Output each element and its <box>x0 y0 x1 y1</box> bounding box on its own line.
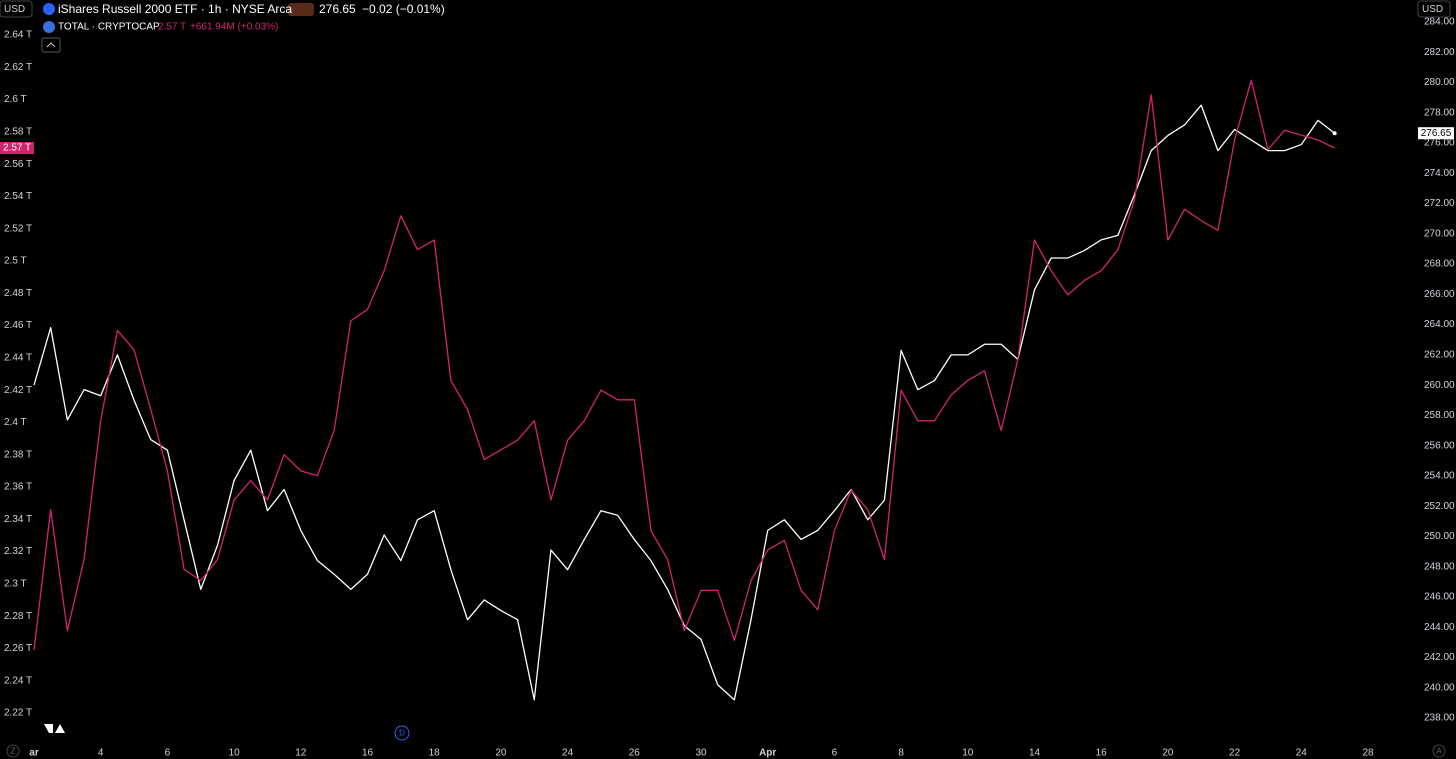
market-status <box>288 3 314 16</box>
scale-button[interactable] <box>1432 744 1446 758</box>
y-tick-label: 2.46 T <box>4 320 32 331</box>
y2-tick-label: 266.00 <box>1424 289 1455 300</box>
x-tick-label: 22 <box>1229 748 1241 759</box>
price-tag <box>0 142 34 154</box>
series-name: iShares Russell 2000 ETF · 1h · NYSE Arc… <box>58 2 292 16</box>
last-price: 276.65 <box>319 2 356 16</box>
y2-tick-label: 238.00 <box>1424 713 1455 724</box>
x-tick-label: ar <box>29 748 39 759</box>
y-tick-label: 2.36 T <box>4 482 32 493</box>
scale-button-label[interactable]: Z <box>11 747 16 756</box>
y-tick-label: 2.52 T <box>4 223 32 234</box>
price-tag <box>1418 127 1454 140</box>
currency-button[interactable] <box>0 0 33 18</box>
x-tick-label: 10 <box>962 748 974 759</box>
y2-tick-label: 262.00 <box>1424 350 1455 361</box>
collapse-icon[interactable] <box>46 42 56 48</box>
x-tick-label: 18 <box>429 748 441 759</box>
y2-tick-label: 250.00 <box>1424 531 1455 542</box>
x-tick-label: Apr <box>759 748 776 759</box>
x-tick-label: 12 <box>295 748 307 759</box>
y-tick-label: 2.38 T <box>4 449 32 460</box>
y2-tick-label: 282.00 <box>1424 47 1455 58</box>
y-tick-label: 2.22 T <box>4 708 32 719</box>
y-tick-label: 2.3 T <box>4 578 27 589</box>
y2-tick-label: 254.00 <box>1424 471 1455 482</box>
x-tick-label: 20 <box>495 748 507 759</box>
y2-tick-label: 278.00 <box>1424 107 1455 118</box>
y2-tick-label: 244.00 <box>1424 622 1455 633</box>
y-tick-label: 2.44 T <box>4 352 32 363</box>
y-tick-label: 2.42 T <box>4 385 32 396</box>
y-tick-label: 2.24 T <box>4 675 32 686</box>
event-marker-label[interactable]: D <box>399 729 405 738</box>
y2-tick-label: 240.00 <box>1424 682 1455 693</box>
y-tick-label: 2.6 T <box>4 94 27 105</box>
y2-tick-label: 272.00 <box>1424 198 1455 209</box>
y2-tick-label: 242.00 <box>1424 652 1455 663</box>
y-tick-label: 2.48 T <box>4 288 32 299</box>
y2-tick-label: 258.00 <box>1424 410 1455 421</box>
logo <box>44 724 65 733</box>
series-line <box>33 79 1335 651</box>
price-tag-label: 276.65 <box>1421 128 1452 139</box>
scale-button-label[interactable]: A <box>1436 747 1442 756</box>
x-tick-label: 20 <box>1162 748 1174 759</box>
price-change: +661.94M (+0.03%) <box>190 22 278 33</box>
y2-tick-label: 264.00 <box>1424 319 1455 330</box>
series-line <box>33 104 1336 701</box>
y-tick-label: 2.64 T <box>4 30 32 41</box>
y-tick-label: 2.34 T <box>4 514 32 525</box>
y-tick-label: 2.26 T <box>4 643 32 654</box>
x-tick-label: 16 <box>1096 748 1108 759</box>
y2-tick-label: 260.00 <box>1424 380 1455 391</box>
y-tick-label: 2.54 T <box>4 191 32 202</box>
y-tick-label: 2.62 T <box>4 62 32 73</box>
y2-tick-label: 252.00 <box>1424 501 1455 512</box>
x-tick-label: 16 <box>362 748 374 759</box>
symbol-icon <box>43 3 55 15</box>
y2-tick-label: 284.00 <box>1424 17 1455 28</box>
series-name: TOTAL · CRYPTOCAP <box>58 22 160 33</box>
event-marker[interactable] <box>394 725 410 741</box>
y2-tick-label: 280.00 <box>1424 77 1455 88</box>
x-tick-label: 10 <box>229 748 241 759</box>
price-change: −0.02 (−0.01%) <box>362 2 445 16</box>
y-tick-label: 2.56 T <box>4 159 32 170</box>
y2-tick-label: 276.00 <box>1424 138 1455 149</box>
y-tick-label: 2.4 T <box>4 417 27 428</box>
y2-tick-label: 268.00 <box>1424 259 1455 270</box>
y2-tick-label: 248.00 <box>1424 561 1455 572</box>
x-tick-label: 24 <box>1296 748 1308 759</box>
symbol-icon <box>43 21 55 33</box>
currency-left[interactable]: USD <box>4 4 25 15</box>
y-tick-label: 2.5 T <box>4 256 27 267</box>
x-tick-label: 28 <box>1362 748 1374 759</box>
x-tick-label: 6 <box>832 748 838 759</box>
scale-button[interactable] <box>6 744 20 758</box>
currency-button[interactable] <box>1417 0 1451 18</box>
y-tick-label: 2.28 T <box>4 611 32 622</box>
currency-right[interactable]: USD <box>1422 4 1443 15</box>
last-point <box>1332 131 1337 136</box>
x-tick-label: 6 <box>165 748 171 759</box>
last-price: 2.57 T <box>158 22 186 33</box>
y2-tick-label: 246.00 <box>1424 592 1455 603</box>
y-tick-label: 2.32 T <box>4 546 32 557</box>
price-tag-label: 2.57 T <box>3 143 31 154</box>
y2-tick-label: 270.00 <box>1424 228 1455 239</box>
y2-tick-label: 274.00 <box>1424 168 1455 179</box>
x-tick-label: 4 <box>98 748 104 759</box>
x-tick-label: 30 <box>695 748 707 759</box>
y-tick-label: 2.58 T <box>4 126 32 137</box>
x-tick-label: 14 <box>1029 748 1041 759</box>
y2-tick-label: 256.00 <box>1424 440 1455 451</box>
collapse-button[interactable] <box>41 37 61 53</box>
x-tick-label: 24 <box>562 748 574 759</box>
x-tick-label: 26 <box>629 748 641 759</box>
x-tick-label: 8 <box>898 748 904 759</box>
